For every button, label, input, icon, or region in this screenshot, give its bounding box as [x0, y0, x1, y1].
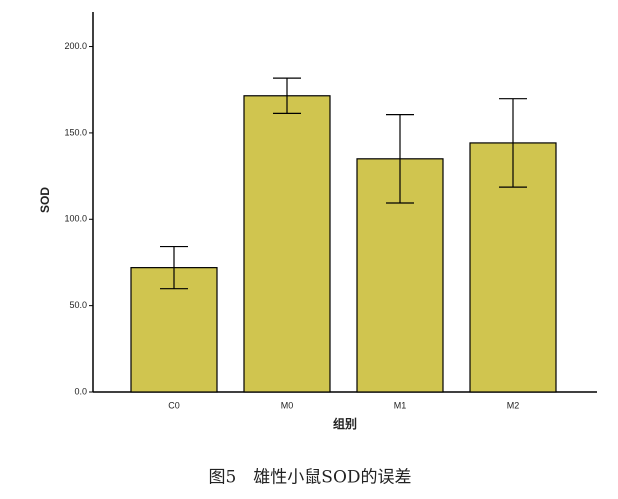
y-axis-label: SOD: [38, 187, 52, 213]
x-tick-label: M1: [394, 400, 407, 410]
y-tick-label: 0.0: [74, 386, 87, 396]
y-tick-label: 150.0: [64, 127, 87, 137]
caption: 图5 雄性小鼠SOD的误差: [208, 468, 411, 488]
error-bar: [386, 113, 414, 204]
bar: [469, 142, 557, 393]
x-tick-label: C0: [168, 400, 180, 410]
y-tick-label: 200.0: [64, 41, 87, 51]
x-tick-label: M0: [281, 400, 294, 410]
error-bar: [273, 77, 301, 114]
error-bar: [499, 98, 527, 188]
x-axis-label: 组别: [333, 416, 357, 431]
y-tick-label: 50.0: [69, 300, 87, 310]
error-bar: [160, 245, 188, 290]
y-tick-label: 100.0: [64, 214, 87, 224]
bar: [243, 95, 331, 393]
x-tick-label: M2: [507, 400, 520, 410]
